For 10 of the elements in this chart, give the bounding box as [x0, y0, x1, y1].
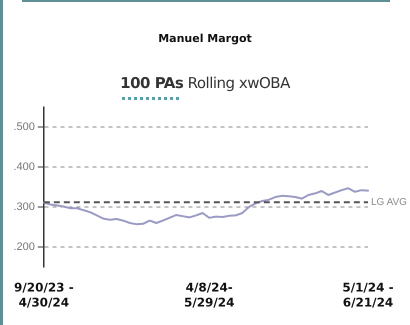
chart-title: Manuel Margot	[157, 32, 253, 45]
y-tick-label: .300	[13, 201, 35, 214]
y-tick-label: .400	[13, 161, 35, 174]
x-tick-label: 5/1/24 - 6/21/24	[342, 280, 394, 310]
ref-line-label: LG AVG	[371, 196, 408, 208]
chart-subtitle: 100 PAs Rolling xwOBA	[119, 74, 292, 92]
y-tick-label: .500	[13, 121, 35, 134]
x-tick-label: 9/20/23 - 4/30/24	[14, 280, 74, 310]
y-tick-label: .200	[13, 241, 35, 254]
x-tick-label: 4/8/24- 5/29/24	[184, 280, 234, 310]
